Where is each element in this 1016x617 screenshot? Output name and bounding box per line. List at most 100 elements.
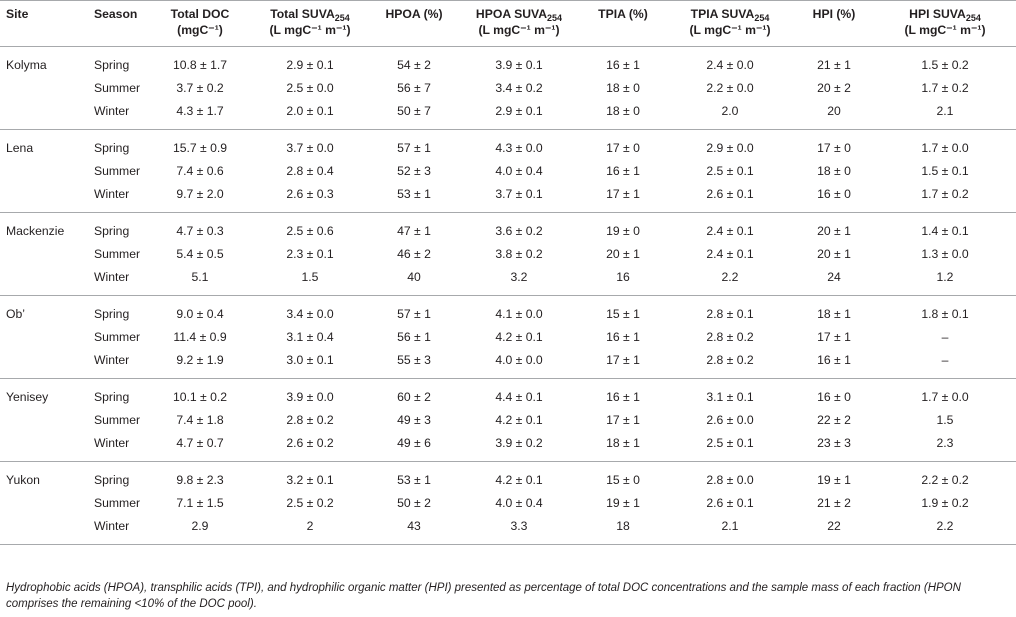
value-cell: 17 ± 1 — [817, 330, 851, 344]
value-cell: 1.5 — [936, 413, 954, 427]
site-cell — [0, 266, 88, 296]
value-cell: 19 ± 1 — [817, 473, 851, 487]
value-cell: 22 — [794, 515, 874, 545]
header-total-suva: Total SUVA254 (L mgC⁻¹ m⁻¹) — [250, 0, 370, 47]
value-cell: 2.4 ± 0.1 — [706, 224, 754, 238]
value-cell: 2.3 — [874, 432, 1016, 462]
value-cell: 2.6 ± 0.0 — [706, 413, 754, 427]
value-cell: 16 ± 1 — [606, 58, 640, 72]
value-cell: 49 ± 6 — [370, 432, 458, 462]
value-cell: 2.2 ± 0.0 — [706, 81, 754, 95]
table-row: Summer 5.4 ± 0.5 2.3 ± 0.1 46 ± 2 3.8 ± 0.2 2… — [0, 243, 1016, 266]
site-cell — [0, 515, 88, 545]
season-cell: Spring — [94, 141, 130, 155]
site-cell — [0, 432, 88, 462]
season-cell: Winter — [88, 266, 150, 296]
value-cell: 18 ± 0 — [817, 164, 851, 178]
value-cell: 19 ± 1 — [606, 496, 640, 510]
season-cell: Spring — [94, 224, 130, 238]
value-cell: 2.9 ± 0.0 — [706, 141, 754, 155]
table-row: Winter 4.7 ± 0.7 2.6 ± 0.2 49 ± 6 3.9 ± 0.2 1… — [0, 432, 1016, 462]
header-season: Season — [88, 0, 150, 47]
header-site: Site — [0, 0, 88, 47]
value-cell: – — [941, 330, 949, 344]
header-label: TPIA SUVA — [690, 7, 755, 21]
value-cell: 4.0 ± 0.0 — [458, 349, 580, 379]
value-cell: 3.8 ± 0.2 — [495, 247, 543, 261]
header-label: Total SUVA — [270, 7, 335, 21]
value-cell: 20 ± 1 — [817, 247, 851, 261]
value-cell: 2.3 ± 0.1 — [286, 247, 334, 261]
value-cell: 2.6 ± 0.1 — [706, 496, 754, 510]
value-cell: 1.2 — [874, 266, 1016, 296]
site-cell: Yenisey — [6, 390, 49, 404]
value-cell: 16 ± 1 — [606, 330, 640, 344]
table-row: Summer 7.1 ± 1.5 2.5 ± 0.2 50 ± 2 4.0 ± 0.4 1… — [0, 492, 1016, 515]
season-cell: Winter — [88, 349, 150, 379]
header-label: HPOA SUVA — [475, 7, 548, 21]
value-cell: 46 ± 2 — [397, 247, 431, 261]
value-cell: 3.7 ± 0.0 — [286, 141, 334, 155]
season-cell: Summer — [94, 81, 141, 95]
header-row: Site Season Total DOC (mgC⁻¹) Total SUVA2… — [0, 0, 1016, 47]
value-cell: 1.5 ± 0.1 — [921, 164, 969, 178]
value-cell: 2.6 ± 0.2 — [250, 432, 370, 462]
season-cell: Winter — [88, 100, 150, 130]
value-cell: 53 ± 1 — [397, 473, 431, 487]
header-subscript: 254 — [334, 13, 350, 23]
value-cell: 56 ± 1 — [397, 330, 431, 344]
value-cell: 20 ± 1 — [606, 247, 640, 261]
value-cell: 3.0 ± 0.1 — [250, 349, 370, 379]
season-cell: Winter — [88, 183, 150, 213]
value-cell: 60 ± 2 — [397, 390, 431, 404]
season-cell: Summer — [94, 247, 141, 261]
site-cell — [0, 492, 88, 515]
site-cell: Ob’ — [6, 307, 25, 321]
value-cell: 2.0 — [666, 100, 794, 130]
value-cell: 3.7 ± 0.2 — [176, 81, 224, 95]
table-row: Winter 5.1 1.5 40 3.2 16 2.2 24 1.2 — [0, 266, 1016, 296]
site-cell — [0, 409, 88, 432]
value-cell: 16 ± 0 — [817, 390, 851, 404]
value-cell: 9.8 ± 2.3 — [176, 473, 224, 487]
header-total-doc: Total DOC (mgC⁻¹) — [150, 0, 250, 47]
table-row: Winter 9.7 ± 2.0 2.6 ± 0.3 53 ± 1 3.7 ± 0.1 1… — [0, 183, 1016, 213]
value-cell: 52 ± 3 — [397, 164, 431, 178]
value-cell: 3.2 ± 0.1 — [286, 473, 334, 487]
value-cell: 3.9 ± 0.1 — [495, 58, 543, 72]
season-cell: Summer — [94, 164, 141, 178]
value-cell: 23 ± 3 — [794, 432, 874, 462]
value-cell: 1.3 ± 0.0 — [921, 247, 969, 261]
value-cell: 16 ± 1 — [606, 164, 640, 178]
value-cell: 2.6 ± 0.1 — [666, 183, 794, 213]
season-cell: Winter — [88, 515, 150, 545]
value-cell: 7.1 ± 1.5 — [176, 496, 224, 510]
value-cell: 1.5 — [250, 266, 370, 296]
value-cell: 54 ± 2 — [397, 58, 431, 72]
value-cell: 3.3 — [458, 515, 580, 545]
value-cell: 18 ± 0 — [580, 100, 666, 130]
site-cell — [0, 100, 88, 130]
season-cell: Summer — [94, 330, 141, 344]
table-row: Summer 3.7 ± 0.2 2.5 ± 0.0 56 ± 7 3.4 ± 0.2 1… — [0, 77, 1016, 100]
season-cell: Spring — [94, 307, 130, 321]
value-cell: 17 ± 1 — [606, 413, 640, 427]
header-tpia-pct: TPIA (%) — [580, 0, 666, 47]
value-cell: 17 ± 1 — [580, 183, 666, 213]
value-cell: 10.1 ± 0.2 — [172, 390, 228, 404]
value-cell: 2.2 ± 0.2 — [921, 473, 969, 487]
value-cell: 2.8 ± 0.1 — [706, 307, 754, 321]
site-cell: Lena — [6, 141, 34, 155]
value-cell: 21 ± 1 — [817, 58, 851, 72]
value-cell: 17 ± 0 — [817, 141, 851, 155]
value-cell: 15 ± 0 — [606, 473, 640, 487]
value-cell: 3.1 ± 0.4 — [286, 330, 334, 344]
value-cell: 7.4 ± 0.6 — [176, 164, 224, 178]
value-cell: 18 ± 0 — [606, 81, 640, 95]
value-cell: 20 ± 1 — [817, 224, 851, 238]
season-cell: Summer — [94, 496, 141, 510]
value-cell: 4.0 ± 0.4 — [495, 496, 543, 510]
site-cell: Mackenzie — [6, 224, 65, 238]
table-row: Ob’ Spring 9.0 ± 0.4 3.4 ± 0.0 57 ± 1 4.1 ± 0… — [0, 296, 1016, 327]
